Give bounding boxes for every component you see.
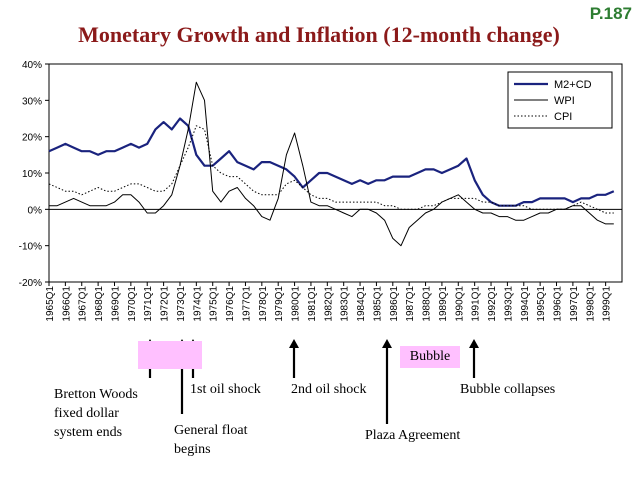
x-tick-label: 1978Q1 xyxy=(258,286,269,322)
oil-shock-2-arrow-head xyxy=(289,339,299,348)
x-tick-label: 1980Q1 xyxy=(291,286,302,322)
y-tick-label: -20% xyxy=(19,278,42,289)
x-tick-label: 1990Q1 xyxy=(454,286,465,322)
x-tick-label: 1989Q1 xyxy=(438,286,449,322)
y-tick-label: 20% xyxy=(22,133,42,144)
x-tick-label: 1977Q1 xyxy=(241,286,252,322)
y-tick-label: 10% xyxy=(22,169,42,180)
x-tick-label: 1969Q1 xyxy=(110,286,121,322)
chart-title: Monetary Growth and Inflation (12-month … xyxy=(78,22,560,47)
x-tick-label: 1992Q1 xyxy=(487,286,498,322)
x-tick-label: 1979Q1 xyxy=(274,286,285,322)
legend-label: M2+CD xyxy=(554,79,592,91)
x-tick-label: 1998Q1 xyxy=(585,286,596,322)
bubble-collapses-annotation: Bubble collapses xyxy=(460,382,556,397)
y-tick-label: 40% xyxy=(22,60,42,71)
bretton-woods-highlight xyxy=(138,341,202,369)
y-tick-label: 30% xyxy=(22,96,42,107)
y-tick-label: -10% xyxy=(19,242,42,253)
x-tick-label: 1974Q1 xyxy=(192,286,203,322)
oil-shock-1-annotation: 1st oil shock xyxy=(190,382,261,397)
x-tick-label: 1988Q1 xyxy=(422,286,433,322)
bubble-collapses-arrow-head xyxy=(469,339,479,348)
y-tick-label: 0% xyxy=(28,205,43,216)
x-tick-label: 1984Q1 xyxy=(356,286,367,322)
x-tick-label: 1976Q1 xyxy=(225,286,236,322)
oil-shock-2-annotation: 2nd oil shock xyxy=(291,382,367,397)
x-tick-label: 1975Q1 xyxy=(209,286,220,322)
x-tick-label: 1965Q1 xyxy=(45,286,56,322)
x-tick-label: 1994Q1 xyxy=(520,286,531,322)
x-tick-label: 1972Q1 xyxy=(160,286,171,322)
x-tick-label: 1982Q1 xyxy=(323,286,334,322)
x-tick-label: 1971Q1 xyxy=(143,286,154,322)
x-tick-label: 1986Q1 xyxy=(389,286,400,322)
legend-label: WPI xyxy=(554,95,575,107)
x-tick-label: 1995Q1 xyxy=(536,286,547,322)
series-line-cpi xyxy=(48,125,614,214)
x-tick-label: 1993Q1 xyxy=(503,286,514,322)
x-tick-label: 1997Q1 xyxy=(569,286,580,322)
x-tick-label: 1987Q1 xyxy=(405,286,416,322)
general-float-annotation: General float begins xyxy=(174,423,248,457)
series-line-m2-cd xyxy=(48,117,615,207)
legend-label: CPI xyxy=(554,111,572,123)
bubble-label: Bubble xyxy=(400,346,460,368)
x-tick-label: 1996Q1 xyxy=(553,286,564,322)
x-tick-label: 1983Q1 xyxy=(340,286,351,322)
page-number: P.187 xyxy=(589,4,632,23)
plaza-agreement-arrow-head xyxy=(382,339,392,348)
x-tick-label: 1967Q1 xyxy=(78,286,89,322)
x-tick-label: 1966Q1 xyxy=(61,286,72,322)
x-tick-label: 1970Q1 xyxy=(127,286,138,322)
bretton-woods-annotation: Bretton Woods fixed dollar system ends xyxy=(54,387,138,440)
x-tick-label: 1991Q1 xyxy=(471,286,482,322)
series-line-wpi xyxy=(49,81,614,247)
x-tick-label: 1981Q1 xyxy=(307,286,318,322)
x-tick-label: 1968Q1 xyxy=(94,286,105,322)
plaza-agreement-annotation: Plaza Agreement xyxy=(365,428,461,443)
x-tick-label: 1999Q1 xyxy=(602,286,613,322)
x-tick-label: 1973Q1 xyxy=(176,286,187,322)
x-tick-label: 1985Q1 xyxy=(372,286,383,322)
